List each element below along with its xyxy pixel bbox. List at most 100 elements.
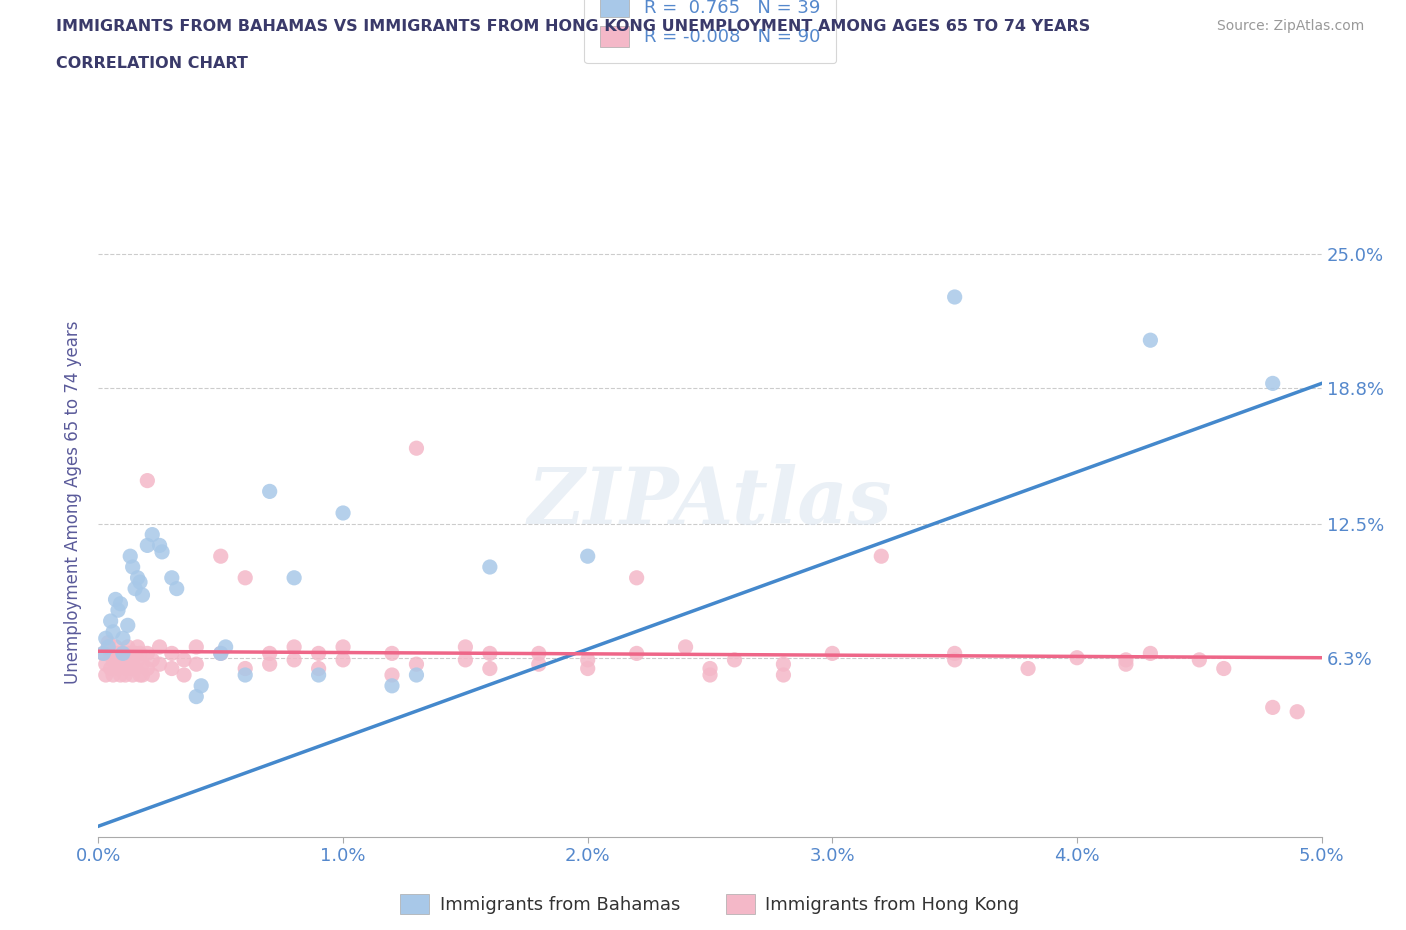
Point [943,646,966,661]
Point [1017,661,1039,676]
Point [576,661,599,676]
Point [141,653,163,668]
Point [120,657,142,671]
Point [149,640,172,655]
Point [97,635,120,650]
Point [233,668,256,683]
Point [405,668,427,683]
Point [111,657,134,671]
Point [308,661,330,676]
Point [405,441,427,456]
Point [478,661,501,676]
Point [100,661,122,676]
Point [1286,704,1309,719]
Point [308,668,330,683]
Point [124,581,146,596]
Point [233,661,256,676]
Point [283,640,305,655]
Point [454,640,477,655]
Point [129,646,152,661]
Point [100,646,122,661]
Point [870,549,893,564]
Point [1115,657,1137,671]
Point [527,646,550,661]
Point [259,646,281,661]
Legend: Immigrants from Bahamas, Immigrants from Hong Kong: Immigrants from Bahamas, Immigrants from… [394,886,1026,922]
Point [124,661,146,676]
Point [381,668,404,683]
Point [699,668,721,683]
Point [120,646,142,661]
Point [131,668,153,683]
Point [127,653,149,668]
Point [114,653,136,668]
Point [626,646,648,661]
Point [626,570,648,585]
Point [131,657,153,671]
Point [772,668,794,683]
Point [173,668,195,683]
Text: ZIPAtlas: ZIPAtlas [527,464,893,540]
Point [259,657,281,671]
Point [332,653,354,668]
Point [259,484,281,498]
Point [576,653,599,668]
Point [772,657,794,671]
Point [723,653,745,668]
Point [114,668,136,683]
Point [186,640,208,655]
Point [150,544,173,559]
Point [149,538,172,552]
Point [127,570,149,585]
Point [166,581,188,596]
Point [478,646,501,661]
Point [821,646,844,661]
Point [1188,653,1211,668]
Point [110,668,132,683]
Point [209,549,232,564]
Point [107,603,129,618]
Text: CORRELATION CHART: CORRELATION CHART [56,56,247,71]
Point [943,289,966,304]
Point [1212,661,1234,676]
Point [141,668,163,683]
Point [121,668,143,683]
Point [117,618,139,632]
Point [173,653,195,668]
Point [91,646,114,661]
Point [1261,700,1284,715]
Point [675,640,697,655]
Point [107,661,129,676]
Point [160,661,183,676]
Point [121,560,143,575]
Point [1066,650,1088,665]
Point [233,570,256,585]
Point [110,596,132,611]
Point [209,646,232,661]
Point [136,538,159,552]
Point [129,575,152,590]
Point [576,549,599,564]
Point [381,646,404,661]
Point [1139,646,1161,661]
Point [136,473,159,488]
Y-axis label: Unemployment Among Ages 65 to 74 years: Unemployment Among Ages 65 to 74 years [65,321,83,684]
Point [332,640,354,655]
Point [214,640,236,655]
Point [111,631,134,645]
Point [124,646,146,661]
Point [186,689,208,704]
Point [149,657,172,671]
Point [1261,376,1284,391]
Point [332,506,354,521]
Point [186,657,208,671]
Point [1139,333,1161,348]
Point [121,653,143,668]
Point [129,668,152,683]
Point [141,527,163,542]
Point [699,661,721,676]
Point [120,549,142,564]
Point [131,588,153,603]
Point [381,678,404,693]
Point [117,640,139,655]
